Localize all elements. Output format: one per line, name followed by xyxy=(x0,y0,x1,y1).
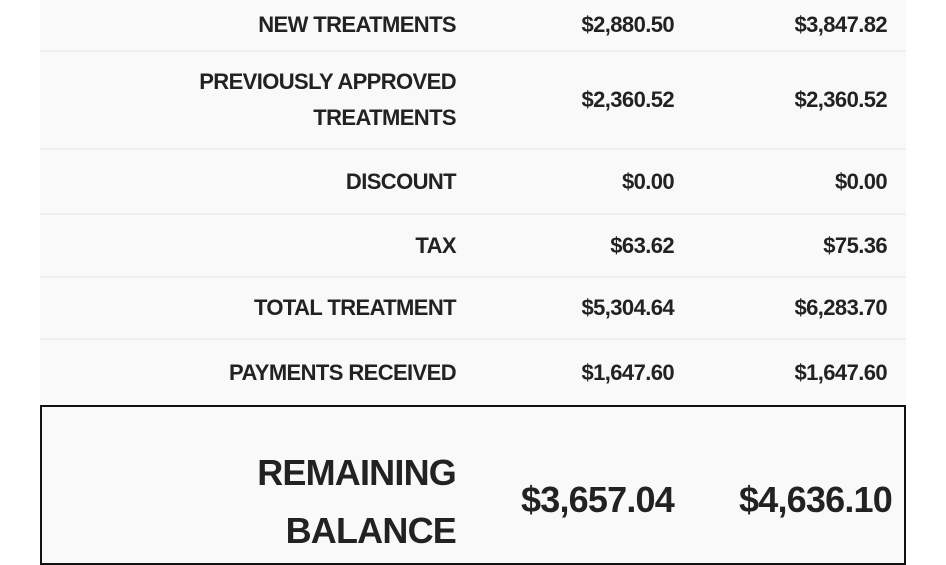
table-row-discount: DISCOUNT $0.00 $0.00 xyxy=(40,150,906,215)
row-value-2: $1,647.60 xyxy=(794,359,888,385)
row-value-1: $2,360.52 xyxy=(581,87,675,112)
row-label: DISCOUNT xyxy=(345,168,457,194)
remaining-balance-label: REMAINING BALANCE xyxy=(257,452,457,551)
row-label: NEW TREATMENTS xyxy=(258,12,456,37)
row-value-2: $0.00 xyxy=(834,168,888,194)
table-row-payments-received: PAYMENTS RECEIVED $1,647.60 $1,647.60 xyxy=(40,340,906,405)
row-value-2: $6,283.70 xyxy=(794,295,888,320)
table-row-new-treatments: NEW TREATMENTS $2,880.50 $3,847.82 xyxy=(40,0,906,52)
row-value-2: $2,360.52 xyxy=(794,87,888,112)
table-row-total-treatment: TOTAL TREATMENT $5,304.64 $6,283.70 xyxy=(40,278,906,340)
row-value-2: $3,847.82 xyxy=(794,12,888,37)
remaining-balance-row: REMAINING BALANCE $3,657.04 $4,636.10 xyxy=(40,405,906,565)
remaining-balance-value-2: $4,636.10 xyxy=(739,479,893,520)
row-label: PAYMENTS RECEIVED xyxy=(229,359,457,385)
row-value-2: $75.36 xyxy=(823,232,887,258)
row-label: PREVIOUSLY APPROVED TREATMENTS xyxy=(199,69,456,130)
row-value-1: $1,647.60 xyxy=(581,359,675,385)
table-row-tax: TAX $63.62 $75.36 xyxy=(40,215,906,278)
treatment-summary-table: NEW TREATMENTS $2,880.50 $3,847.82 PREVI… xyxy=(40,0,906,405)
remaining-balance-value-1: $3,657.04 xyxy=(521,479,675,520)
row-value-1: $5,304.64 xyxy=(581,295,675,320)
row-value-1: $0.00 xyxy=(621,168,675,194)
row-value-1: $2,880.50 xyxy=(581,12,675,37)
row-label: TAX xyxy=(415,232,456,258)
row-label: TOTAL TREATMENT xyxy=(253,295,457,320)
row-value-1: $63.62 xyxy=(610,232,674,258)
table-row-previously-approved: PREVIOUSLY APPROVED TREATMENTS $2,360.52… xyxy=(40,52,906,150)
